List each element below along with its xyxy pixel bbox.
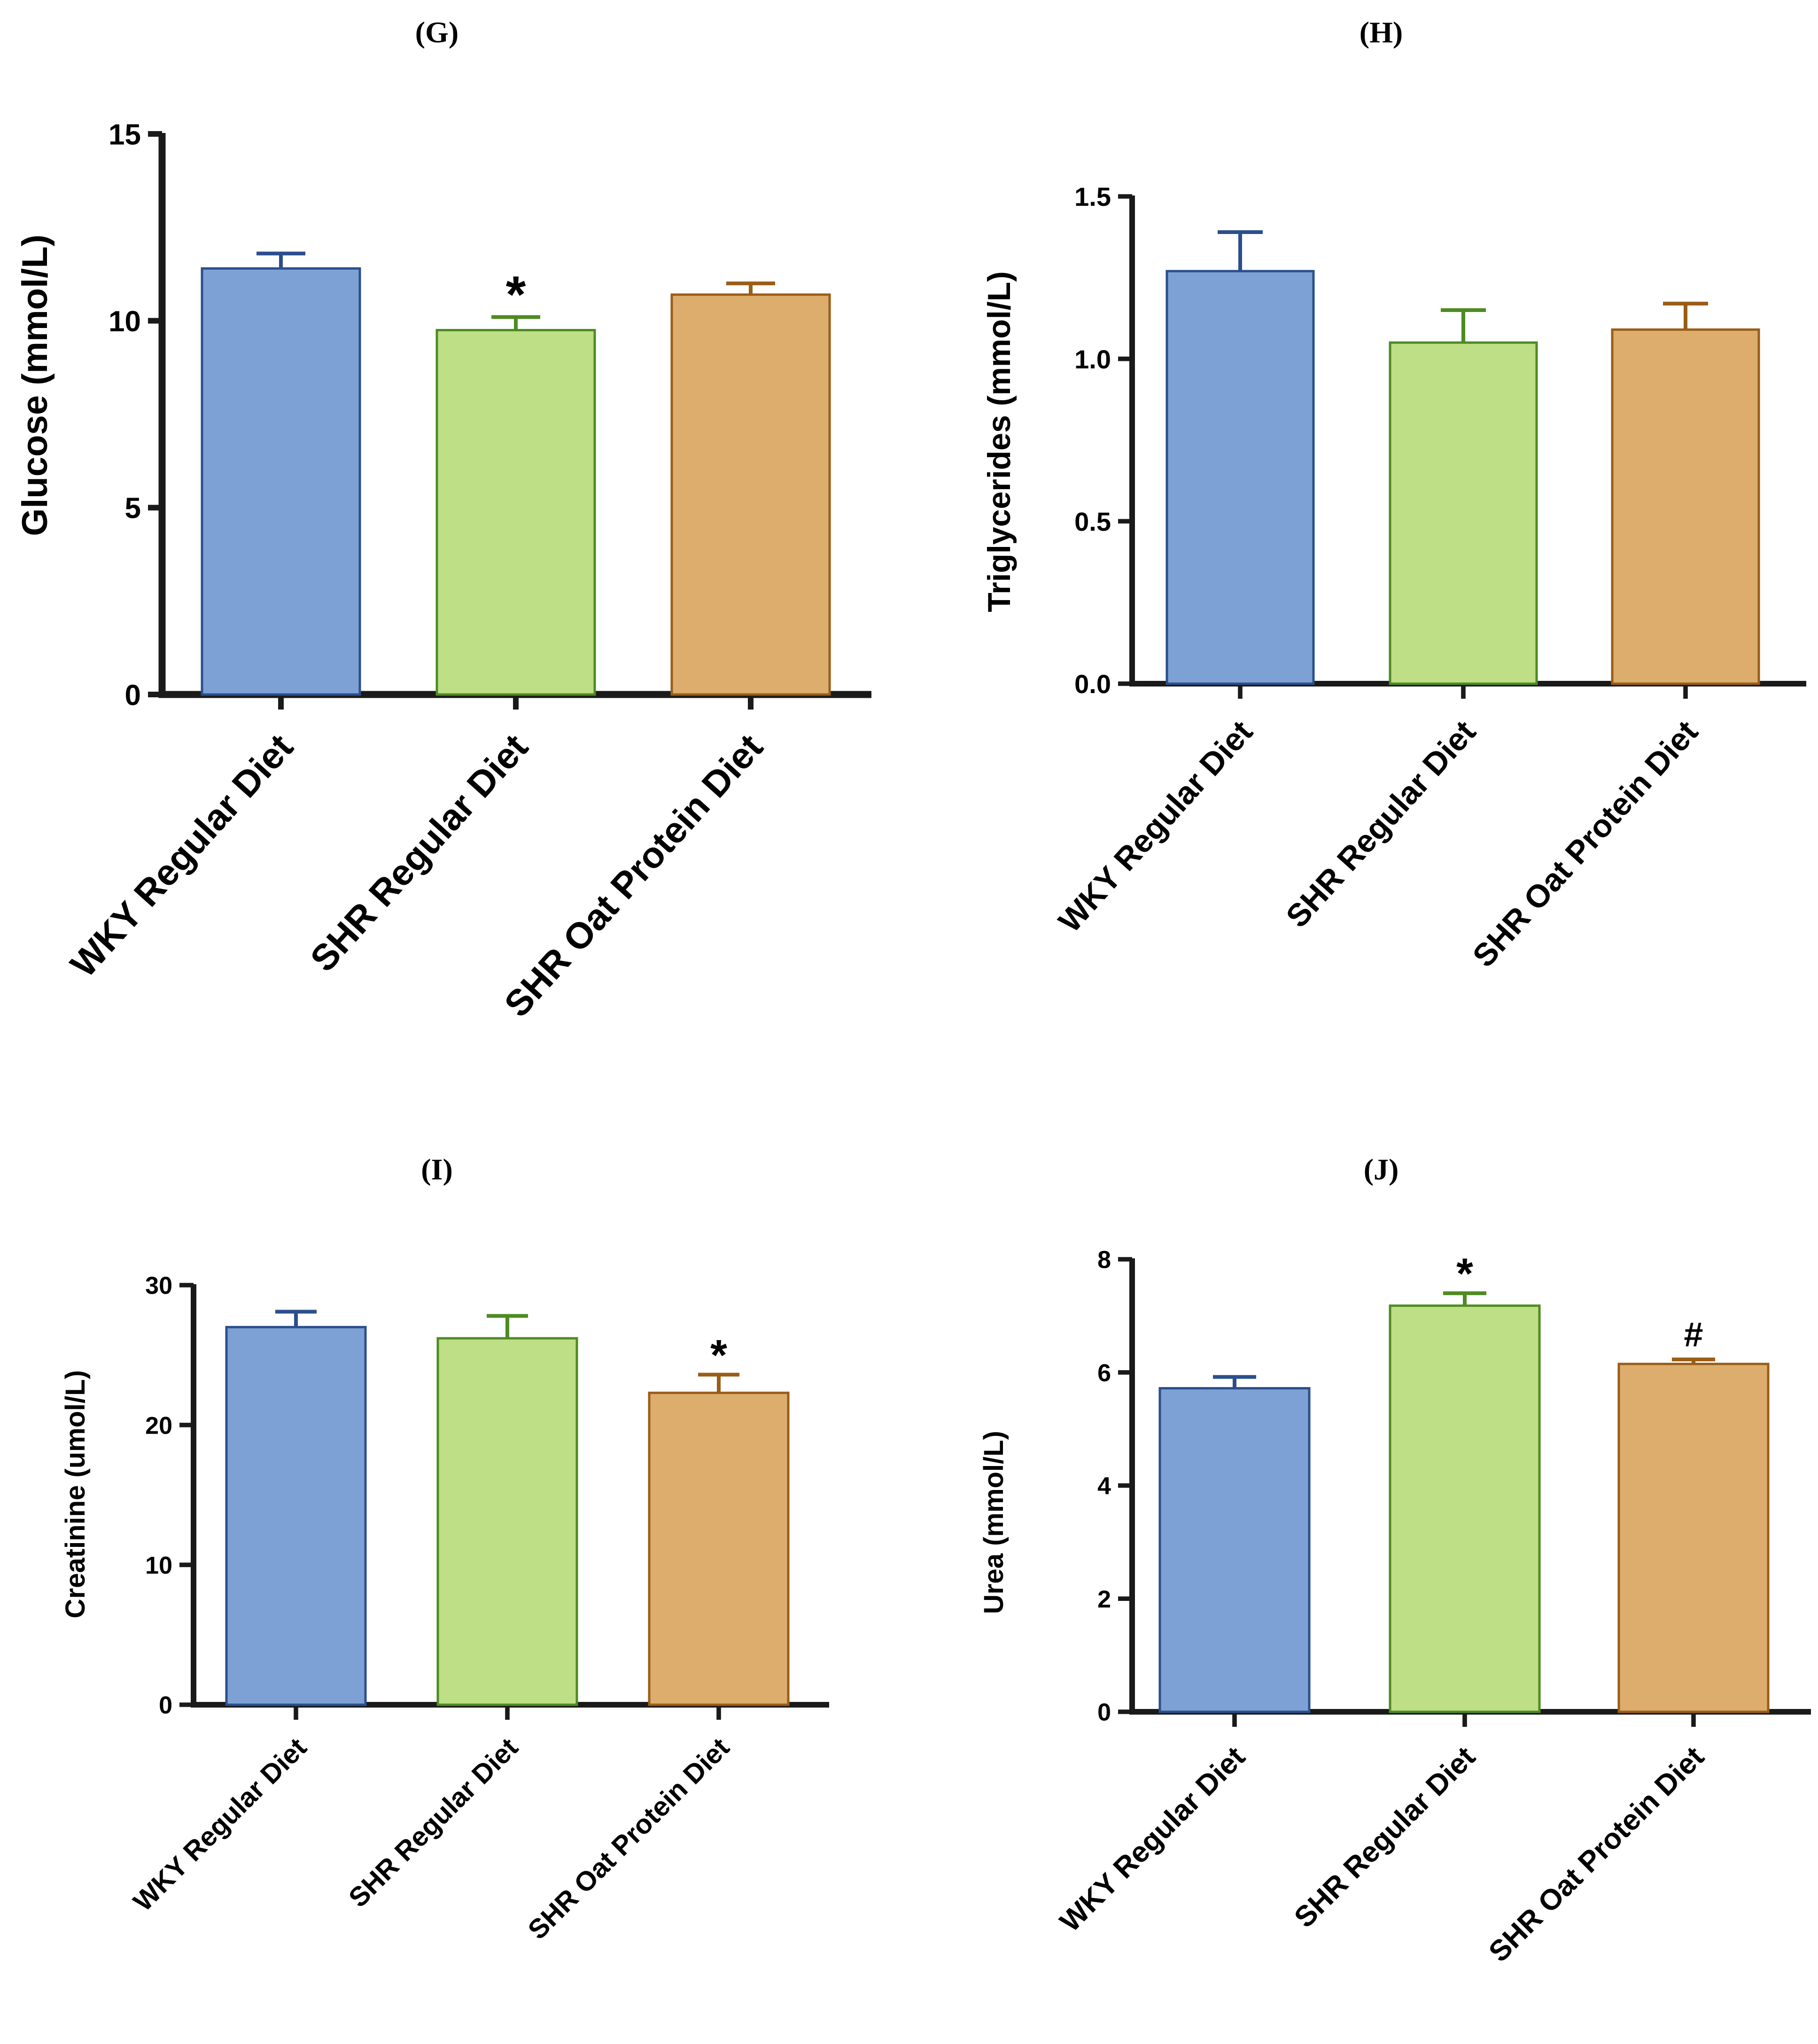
y-tick-label: 10 [145,1552,172,1579]
y-axis-title-triglycerides: Triglycerides (mmol/L) [981,271,1017,612]
panel-label-j: (J) [1364,1153,1399,1186]
creatinine-chart: (I) Creatinine (umol/L) 0 10 20 30 * WKY Re… [60,1153,829,1945]
y-tick-label: 10 [109,305,141,338]
category-label-shr: SHR Regular Diet [1288,1740,1482,1934]
bar-shr [435,329,596,696]
significance-marker: * [1456,1250,1473,1298]
bar-oat [1611,328,1760,685]
y-tick-label: 30 [145,1272,172,1300]
y-tick-label: 0 [1097,1699,1111,1726]
panel-label-i: (I) [421,1153,453,1186]
y-axis-title-glucose: Glucose (mmol/L) [15,234,55,536]
y-tick-label: 8 [1097,1247,1111,1274]
urea-chart: (J) Urea (mmol/L) 0 2 4 6 8 * # WKY Regular D… [979,1153,1811,1968]
bar-wky [1158,1387,1311,1713]
bar-oat [670,293,831,696]
category-label-wky: WKY Regular Diet [62,726,301,985]
category-label-oat: SHR Oat Protein Diet [1466,714,1705,974]
significance-marker: # [1684,1315,1703,1354]
bar-wky [201,267,361,696]
bar-shr [1389,1304,1541,1713]
bar-shr [1389,341,1538,685]
category-label-wky: WKY Regular Diet [127,1732,312,1917]
panel-label-g: (G) [415,16,458,49]
y-tick-label: 1.0 [1074,344,1111,374]
bar-oat [1617,1363,1770,1713]
y-tick-label: 4 [1097,1473,1111,1500]
category-label-oat: SHR Oat Protein Diet [1483,1740,1710,1968]
panel-label-h: (H) [1360,16,1403,49]
y-axis-title-creatinine: Creatinine (umol/L) [60,1370,91,1618]
bar-wky [1165,270,1315,685]
category-label-wky: WKY Regular Diet [1054,1740,1251,1938]
y-tick-label: 0 [125,679,141,711]
y-tick-label: 0 [159,1692,172,1719]
category-label-oat: SHR Oat Protein Diet [522,1732,735,1945]
y-tick-label: 2 [1097,1586,1111,1613]
significance-marker: * [506,266,526,324]
category-label-shr: SHR Regular Diet [1279,714,1483,934]
y-tick-label: 5 [125,492,141,525]
bar-oat [648,1391,790,1706]
y-axis-title-urea: Urea (mmol/L) [979,1431,1009,1614]
y-tick-label: 0.5 [1074,507,1111,536]
y-tick-label: 6 [1097,1359,1111,1387]
glucose-chart: (G) Glucose (mmol/L) 0 5 10 15 * WKY Regula… [15,16,871,1025]
y-tick-label: 20 [145,1412,172,1439]
bar-shr [436,1337,578,1706]
y-tick-label: 15 [109,118,141,151]
significance-marker: * [710,1332,727,1380]
y-tick-label: 1.5 [1074,182,1111,211]
category-label-shr: SHR Regular Diet [302,726,536,979]
y-tick-label: 0.0 [1074,669,1111,699]
category-label-oat: SHR Oat Protein Diet [496,726,771,1024]
category-label-wky: WKY Regular Diet [1052,714,1259,939]
bar-wky [225,1326,367,1706]
category-label-shr: SHR Regular Diet [343,1732,524,1913]
triglycerides-chart: (H) Triglycerides (mmol/L) 0.00.51.01.5 … [981,16,1806,974]
